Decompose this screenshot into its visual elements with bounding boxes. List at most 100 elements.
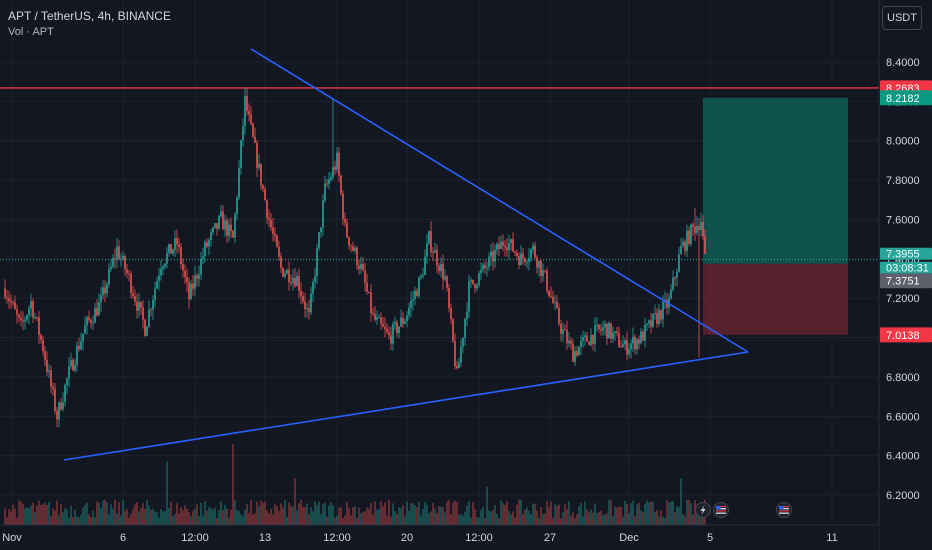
candle-body bbox=[176, 238, 178, 245]
price-tick-label: 8.4000 bbox=[886, 57, 920, 69]
volume-bar bbox=[490, 512, 492, 525]
candle-body bbox=[388, 331, 390, 336]
volume-bar bbox=[178, 513, 180, 525]
time-axis bbox=[0, 525, 879, 550]
volume-bar bbox=[350, 515, 352, 525]
candle-body bbox=[80, 341, 82, 350]
candle-body bbox=[558, 307, 560, 324]
candle-body bbox=[550, 296, 552, 298]
candle-body bbox=[460, 346, 462, 363]
volume-bar bbox=[444, 512, 446, 525]
candle-body bbox=[224, 220, 226, 230]
candle-body bbox=[430, 231, 432, 253]
volume-bar bbox=[326, 516, 328, 525]
candle-body bbox=[698, 225, 700, 231]
volume-bar bbox=[92, 510, 94, 525]
candle-body bbox=[700, 221, 702, 231]
candle-body bbox=[68, 366, 70, 379]
candle-body bbox=[492, 251, 494, 262]
candle-body bbox=[426, 243, 428, 257]
candle-body bbox=[54, 388, 56, 411]
volume-bar bbox=[302, 506, 304, 525]
volume-bar bbox=[100, 508, 102, 525]
candle-body bbox=[556, 301, 558, 308]
candle-body bbox=[670, 289, 672, 299]
volume-bar bbox=[276, 506, 278, 525]
candle-body bbox=[628, 349, 630, 355]
candle-body bbox=[328, 179, 330, 184]
candle-body bbox=[674, 277, 676, 279]
volume-bar bbox=[322, 504, 324, 525]
symbol-title[interactable]: APT / TetherUS, 4h, BINANCE bbox=[8, 9, 171, 23]
volume-bar bbox=[266, 510, 268, 525]
volume-bar bbox=[434, 508, 436, 525]
volume-bar bbox=[494, 504, 496, 525]
volume-bar bbox=[148, 505, 150, 525]
candle-body bbox=[190, 283, 192, 300]
volume-bar bbox=[52, 508, 54, 525]
flag-canton bbox=[779, 506, 784, 510]
volume-bar bbox=[196, 504, 198, 525]
volume-bar bbox=[264, 501, 266, 525]
volume-bar bbox=[254, 513, 256, 525]
candle-body bbox=[652, 313, 654, 327]
volume-bar bbox=[214, 507, 216, 525]
candle-body bbox=[494, 250, 496, 262]
candle-body bbox=[44, 351, 46, 361]
candle-body bbox=[370, 292, 372, 314]
volume-bar bbox=[124, 510, 126, 525]
candle-body bbox=[520, 253, 522, 265]
candle-body bbox=[478, 273, 480, 286]
volume-bar bbox=[138, 511, 140, 525]
candle-body bbox=[392, 324, 394, 344]
volume-bar bbox=[164, 510, 166, 525]
volume-bar bbox=[56, 500, 58, 525]
volume-bar bbox=[432, 503, 434, 525]
volume-bar bbox=[438, 506, 440, 525]
candle-body bbox=[204, 242, 206, 257]
chart-header: APT / TetherUS, 4h, BINANCE Vol · APT bbox=[8, 9, 171, 38]
volume-bar bbox=[504, 504, 506, 525]
volume-bar bbox=[684, 516, 686, 525]
candle-body bbox=[90, 320, 92, 324]
volume-bar bbox=[466, 505, 468, 525]
volume-bar bbox=[476, 517, 478, 525]
volume-bar bbox=[634, 516, 636, 525]
candle-body bbox=[554, 301, 556, 303]
volume-bar bbox=[246, 503, 248, 525]
currency-button[interactable]: USDT bbox=[882, 6, 922, 30]
candle-body bbox=[408, 307, 410, 316]
volume-bar bbox=[540, 507, 542, 525]
candle-body bbox=[112, 258, 114, 267]
candle-body bbox=[382, 323, 384, 327]
volume-bar bbox=[686, 499, 688, 525]
volume-bar bbox=[610, 499, 612, 525]
volume-bar bbox=[472, 502, 474, 525]
volume-bar bbox=[278, 511, 280, 525]
volume-bar bbox=[468, 500, 470, 525]
candle-body bbox=[220, 211, 222, 217]
volume-indicator-label[interactable]: Vol · APT bbox=[8, 26, 54, 38]
candle-body bbox=[704, 236, 706, 254]
volume-bar bbox=[510, 514, 512, 525]
candle-body bbox=[116, 246, 118, 259]
candle-body bbox=[258, 163, 260, 168]
volume-bar bbox=[290, 505, 292, 525]
candle-body bbox=[76, 346, 78, 365]
volume-bar bbox=[578, 506, 580, 525]
candle-body bbox=[226, 220, 228, 236]
candle-body bbox=[32, 301, 34, 318]
volume-bar bbox=[412, 503, 414, 525]
volume-bar bbox=[486, 486, 488, 525]
candle-body bbox=[672, 277, 674, 290]
volume-bar bbox=[552, 517, 554, 525]
candle-body bbox=[296, 275, 298, 286]
candle-body bbox=[576, 351, 578, 356]
candle-body bbox=[398, 326, 400, 334]
candle-body bbox=[418, 277, 420, 297]
candle-body bbox=[570, 340, 572, 345]
candle-body bbox=[528, 257, 530, 262]
volume-bar bbox=[602, 515, 604, 525]
candle-body bbox=[586, 335, 588, 342]
